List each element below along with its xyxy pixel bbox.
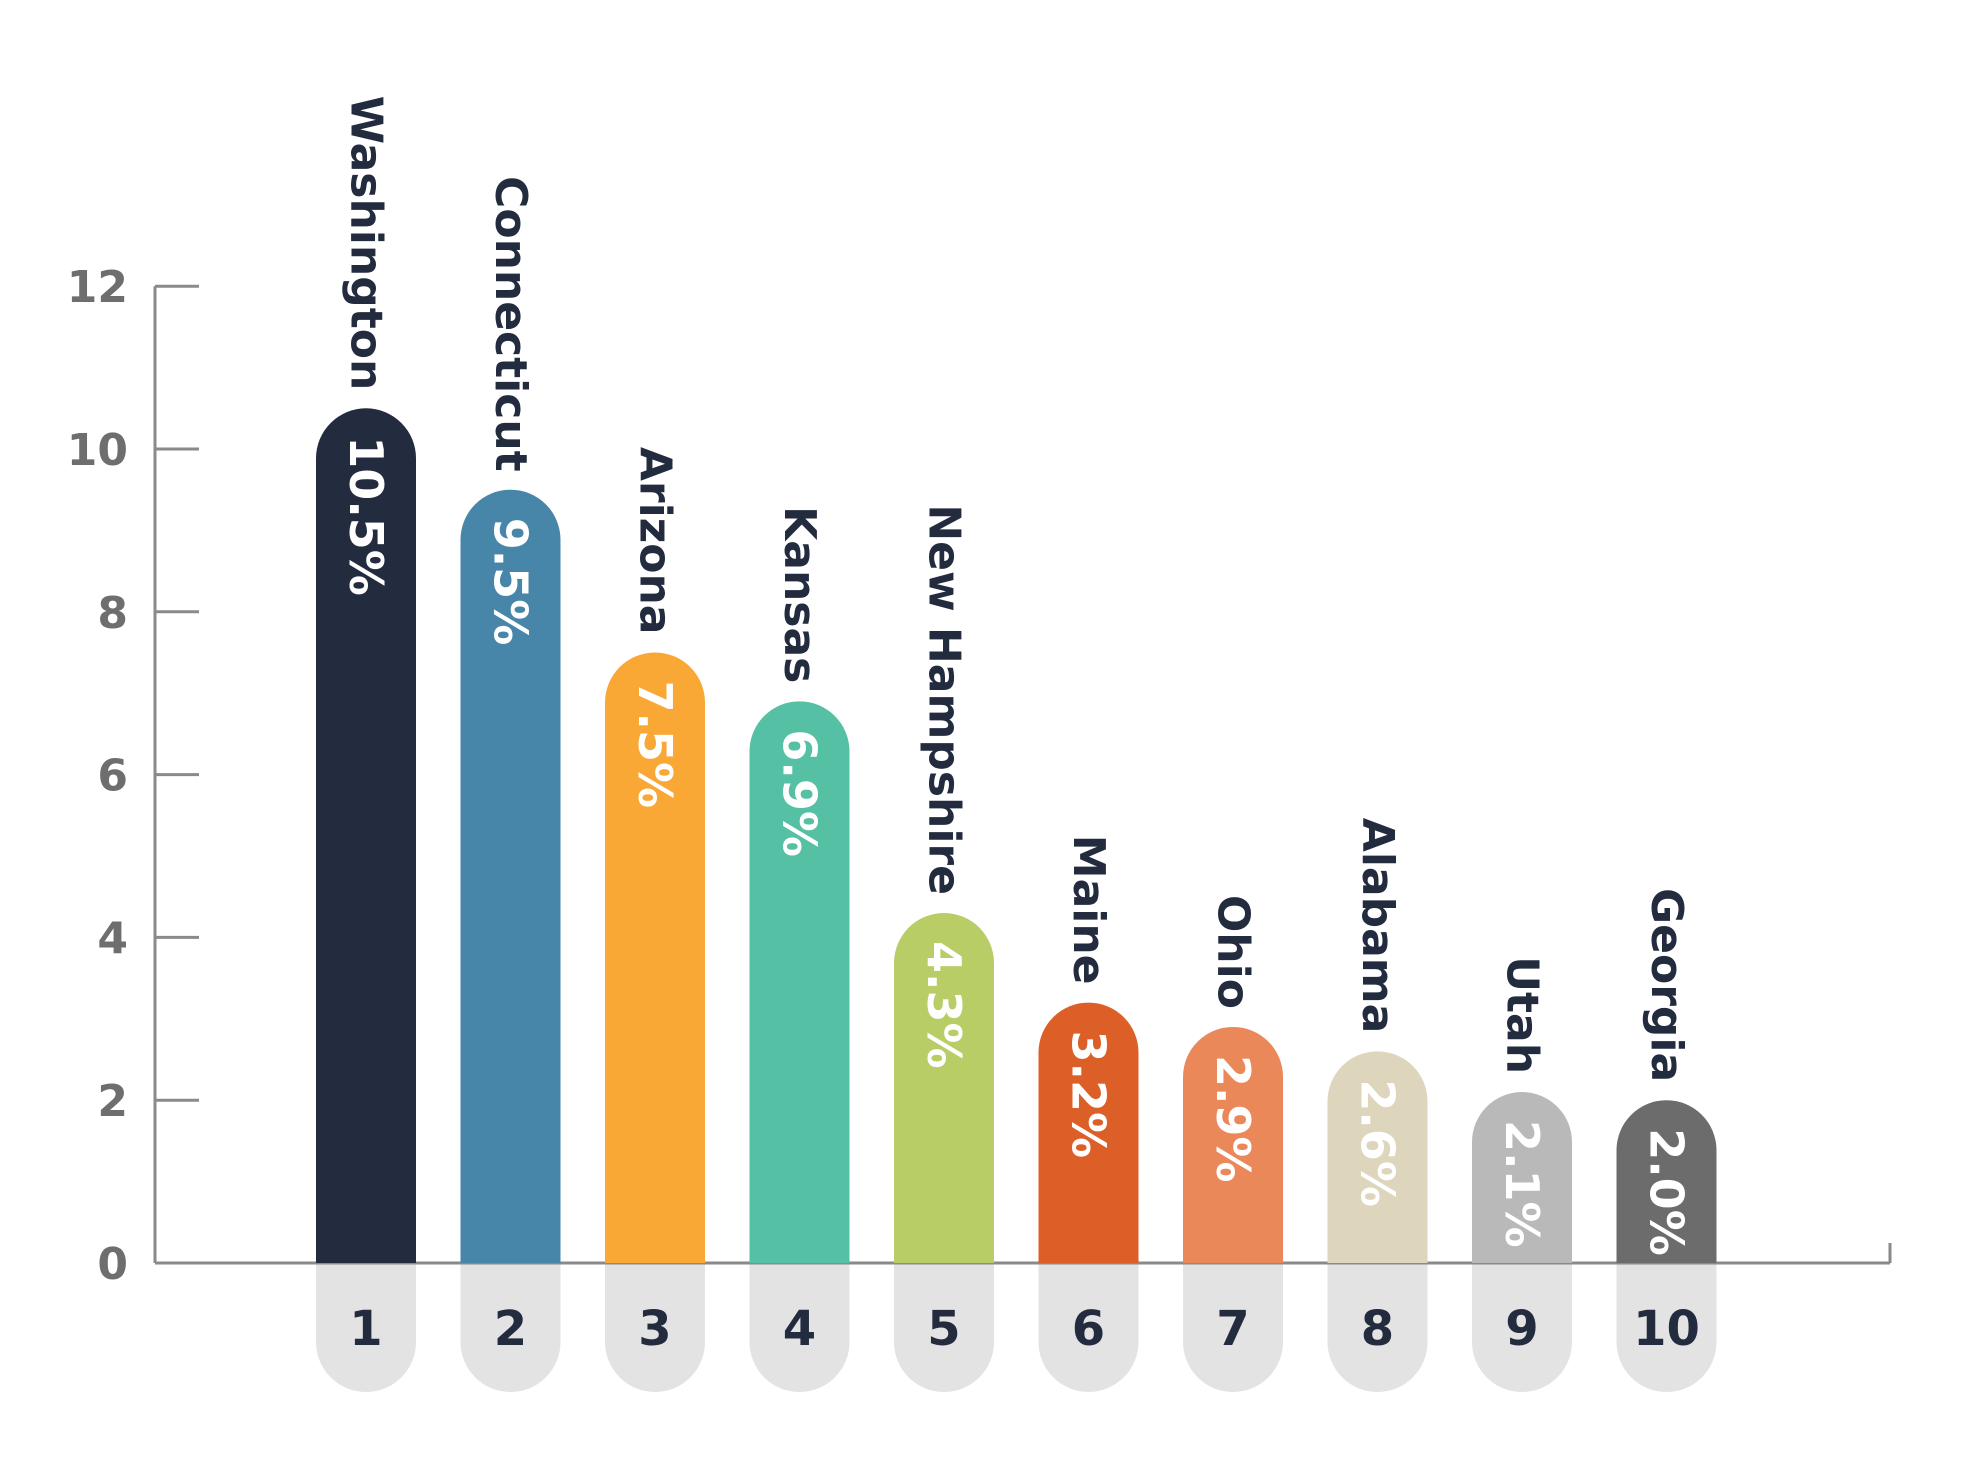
rank-label: 5 bbox=[927, 1301, 960, 1357]
bar-category-name: Georgia bbox=[1641, 888, 1692, 1082]
bar bbox=[1616, 1100, 1717, 1263]
y-tick-label: 4 bbox=[97, 913, 128, 964]
bar-value-label: 2.1% bbox=[1495, 1120, 1549, 1248]
bar bbox=[1038, 1002, 1139, 1263]
rank-label: 9 bbox=[1505, 1301, 1538, 1357]
bar bbox=[894, 912, 994, 1263]
axes bbox=[153, 284, 1892, 1265]
bar-category-name: Maine bbox=[1063, 835, 1114, 985]
rank-label: 7 bbox=[1216, 1301, 1249, 1357]
bar bbox=[460, 489, 561, 1264]
y-tick-label: 0 bbox=[97, 1239, 128, 1290]
bar-value-label: 9.5% bbox=[484, 518, 538, 646]
y-tick-label: 8 bbox=[97, 588, 128, 639]
bar bbox=[605, 652, 705, 1263]
bar-category-name: New Hampshire bbox=[919, 504, 970, 895]
rank-label: 1 bbox=[349, 1301, 382, 1357]
bar-category-name: Utah bbox=[1497, 956, 1548, 1074]
rank-pill bbox=[1472, 1263, 1572, 1392]
y-tick-label: 2 bbox=[97, 1076, 128, 1127]
bar-value-label: 2.6% bbox=[1351, 1079, 1405, 1207]
labels: 1 2 3 4 5 6 7 8 9 1002468101210.5%Washington9.5%C… bbox=[67, 96, 1700, 1357]
rank-label: 8 bbox=[1361, 1301, 1394, 1357]
y-tick-label: 12 bbox=[67, 262, 128, 313]
rank-label: 10 bbox=[1633, 1301, 1700, 1357]
bar-category-name: Washington bbox=[341, 96, 392, 391]
rank-label: 6 bbox=[1072, 1301, 1105, 1357]
rank-pill bbox=[1038, 1263, 1139, 1392]
bar-value-label: 10.5% bbox=[339, 436, 393, 596]
rank-pill bbox=[460, 1263, 561, 1392]
bar bbox=[316, 408, 416, 1264]
bar bbox=[1472, 1092, 1572, 1263]
bar-category-name: Ohio bbox=[1208, 895, 1259, 1009]
rank-pill bbox=[316, 1263, 416, 1392]
bar-category-name: Connecticut bbox=[485, 176, 536, 472]
rank-pill bbox=[1616, 1263, 1717, 1392]
bar-value-label: 3.2% bbox=[1062, 1031, 1116, 1159]
bar-value-label: 2.9% bbox=[1206, 1055, 1260, 1183]
rank-label: 2 bbox=[494, 1301, 527, 1357]
bar-value-label: 2.0% bbox=[1640, 1128, 1694, 1256]
bar bbox=[1183, 1026, 1283, 1263]
rank-pills bbox=[316, 1263, 1717, 1392]
bar-category-name: Kansas bbox=[774, 506, 825, 683]
bar-value-label: 6.9% bbox=[773, 729, 827, 857]
rank-label: 3 bbox=[638, 1301, 671, 1357]
rank-pill bbox=[605, 1263, 705, 1392]
bar-value-label: 4.3% bbox=[917, 941, 971, 1069]
bar-category-name: Alabama bbox=[1352, 818, 1403, 1034]
bars bbox=[316, 408, 1717, 1264]
rank-label: 4 bbox=[783, 1301, 816, 1357]
bar bbox=[1327, 1051, 1428, 1263]
y-tick-label: 10 bbox=[67, 425, 128, 476]
bar-category-name: Arizona bbox=[630, 447, 681, 635]
rank-pill bbox=[894, 1263, 994, 1392]
y-tick-label: 6 bbox=[97, 751, 128, 802]
bar-value-label: 7.5% bbox=[628, 681, 682, 809]
rank-pill bbox=[1183, 1263, 1283, 1392]
rank-pill bbox=[1327, 1263, 1428, 1392]
rank-pill bbox=[749, 1263, 850, 1392]
bar bbox=[749, 701, 850, 1263]
